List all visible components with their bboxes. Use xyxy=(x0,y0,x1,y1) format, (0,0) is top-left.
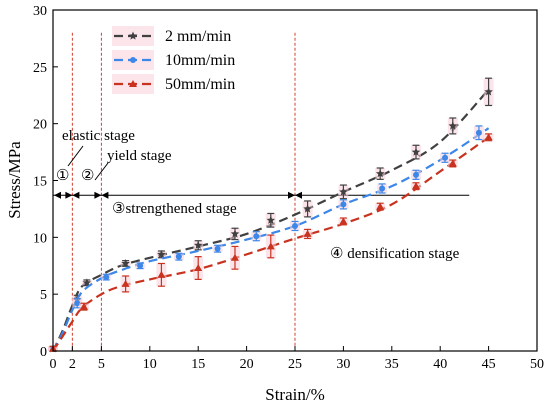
data-point xyxy=(266,242,275,250)
elastic-stage-label: elastic stage xyxy=(62,128,135,144)
data-point xyxy=(339,217,348,225)
data-point xyxy=(448,121,458,130)
data-point xyxy=(412,182,420,190)
y-tick-label: 15 xyxy=(33,175,47,190)
data-point xyxy=(230,229,240,238)
x-tick-label: 15 xyxy=(191,357,205,372)
strengthened-stage-label: ③strengthened stage xyxy=(112,201,237,217)
data-point xyxy=(157,249,166,258)
series-line xyxy=(52,127,490,352)
y-tick-label: 20 xyxy=(33,118,47,133)
data-point xyxy=(137,262,144,269)
data-point xyxy=(121,279,130,287)
legend-marker xyxy=(128,31,138,40)
data-point xyxy=(74,300,81,307)
data-point xyxy=(214,245,221,252)
data-point xyxy=(303,204,312,213)
x-tick-label: 25 xyxy=(288,357,302,372)
data-point xyxy=(484,87,493,96)
data-point xyxy=(157,270,166,278)
x-tick-label: 10 xyxy=(143,357,157,372)
y-tick-label: 25 xyxy=(33,61,47,76)
yield-stage-label: yield stage xyxy=(107,148,172,164)
series-2 xyxy=(48,125,490,352)
stage-arrow xyxy=(295,191,302,199)
x-tick-label: 5 xyxy=(98,357,105,372)
legend-marker xyxy=(129,80,137,87)
legend: 2 mm/min 10mm/min 50mm/min xyxy=(112,26,235,94)
data-point xyxy=(376,202,385,210)
stage-arrow xyxy=(65,191,73,199)
legend-label: 50mm/min xyxy=(165,76,235,93)
y-tick-label: 10 xyxy=(33,231,47,246)
legend-marker xyxy=(130,57,136,63)
data-point xyxy=(292,222,298,229)
x-tick-label: 50 xyxy=(530,357,544,372)
y-tick-label: 30 xyxy=(33,4,47,19)
x-tick-label: 40 xyxy=(433,357,447,372)
data-point xyxy=(79,302,88,310)
data-point xyxy=(448,159,457,167)
stage-2-marker: ② xyxy=(81,168,94,184)
series-line xyxy=(52,136,490,352)
data-point xyxy=(339,187,348,196)
data-point xyxy=(340,201,347,208)
legend-label: 2 mm/min xyxy=(165,28,231,45)
yield-pointer xyxy=(94,162,109,181)
stage-arrow xyxy=(54,191,61,199)
x-axis-title: Strain/% xyxy=(265,385,325,404)
stage-arrow xyxy=(94,191,102,199)
data-point xyxy=(193,240,203,249)
x-tick-label: 35 xyxy=(385,357,399,372)
y-axis-title: Stress/MPa xyxy=(5,141,24,219)
data-point xyxy=(103,274,110,281)
densification-stage-label: ④ densification stage xyxy=(330,246,460,262)
legend-label: 10mm/min xyxy=(165,52,235,69)
series-line xyxy=(52,88,490,352)
stage-arrow xyxy=(288,191,295,199)
series-3 xyxy=(48,133,494,352)
series-layer xyxy=(48,77,494,353)
data-point xyxy=(411,147,421,156)
data-point xyxy=(253,233,260,240)
data-point xyxy=(303,229,312,237)
data-point xyxy=(266,215,276,224)
stage-arrow xyxy=(72,191,80,199)
data-point xyxy=(484,133,493,141)
stage-arrow xyxy=(101,191,109,199)
data-point xyxy=(413,171,419,178)
x-tick-label: 45 xyxy=(482,357,496,372)
data-point xyxy=(442,154,449,161)
data-point xyxy=(121,259,130,268)
data-point xyxy=(194,264,203,272)
data-point xyxy=(475,129,482,136)
data-point xyxy=(379,185,386,192)
y-tick-label: 0 xyxy=(40,345,47,360)
data-point xyxy=(175,253,182,260)
x-tick-label: 0 xyxy=(50,357,57,372)
x-tick-label: 2 xyxy=(69,357,76,372)
y-tick-label: 5 xyxy=(40,288,47,303)
data-point xyxy=(230,253,239,261)
x-tick-label: 30 xyxy=(336,357,350,372)
stage-1-marker: ① xyxy=(56,168,69,184)
x-tick-label: 20 xyxy=(240,357,254,372)
elastic-pointer xyxy=(67,145,84,167)
data-point xyxy=(375,169,385,178)
data-point xyxy=(82,278,92,287)
